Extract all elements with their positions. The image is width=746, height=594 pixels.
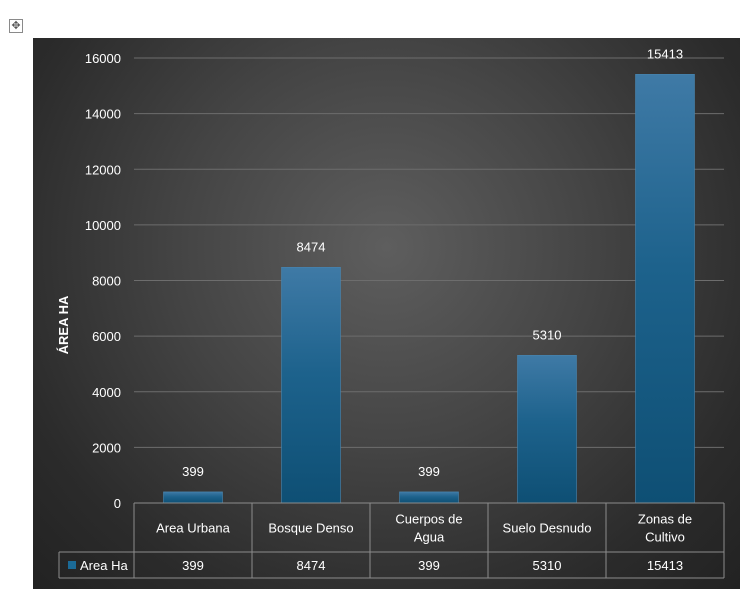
data-label: 399 bbox=[418, 464, 440, 479]
y-tick-label: 6000 bbox=[92, 329, 121, 344]
bar bbox=[517, 355, 577, 504]
category-label: Zonas de Cultivo bbox=[638, 512, 692, 545]
y-tick-label: 8000 bbox=[92, 274, 121, 289]
table-value: 8474 bbox=[297, 558, 326, 573]
y-tick-label: 16000 bbox=[85, 51, 121, 66]
legend-swatch bbox=[68, 561, 76, 569]
y-axis-title: ÁREA HA bbox=[56, 295, 71, 354]
data-label: 5310 bbox=[533, 327, 562, 342]
y-tick-label: 14000 bbox=[85, 107, 121, 122]
category-label: Area Urbana bbox=[156, 521, 230, 536]
category-label: Suelo Desnudo bbox=[503, 521, 592, 536]
y-tick-label: 12000 bbox=[85, 162, 121, 177]
data-label: 15413 bbox=[647, 46, 683, 61]
y-tick-label: 2000 bbox=[92, 440, 121, 455]
bar bbox=[399, 491, 459, 504]
table-value: 15413 bbox=[647, 558, 683, 573]
category-label: Cuerpos de Agua bbox=[395, 512, 462, 545]
bar bbox=[281, 267, 341, 504]
legend-label: Area Ha bbox=[80, 558, 128, 573]
category-label: Bosque Denso bbox=[268, 521, 353, 536]
bar bbox=[163, 491, 223, 504]
data-label: 399 bbox=[182, 464, 204, 479]
data-label: 8474 bbox=[297, 239, 326, 254]
chart-area: 0 2000 4000 6000 8000 10000 12000 14000 16000 39… bbox=[33, 38, 740, 589]
y-tick-label: 10000 bbox=[85, 218, 121, 233]
bar-chart: 0 2000 4000 6000 8000 10000 12000 14000 16000 39… bbox=[56, 46, 725, 579]
table-value: 399 bbox=[182, 558, 204, 573]
table-value: 399 bbox=[418, 558, 440, 573]
table-value: 5310 bbox=[533, 558, 562, 573]
y-tick-label: 4000 bbox=[92, 385, 121, 400]
move-arrows-icon[interactable]: ✥ bbox=[9, 19, 23, 33]
y-tick-label: 0 bbox=[114, 496, 121, 511]
bar bbox=[635, 74, 695, 504]
